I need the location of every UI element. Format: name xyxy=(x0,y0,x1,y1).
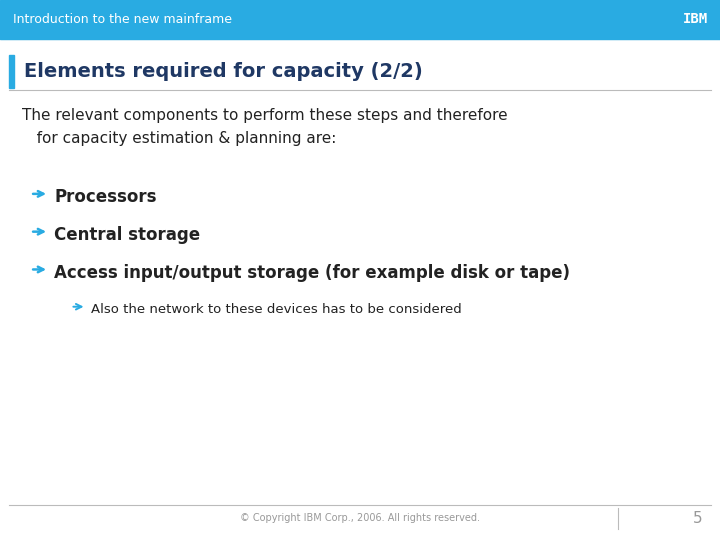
Text: for capacity estimation & planning are:: for capacity estimation & planning are: xyxy=(22,131,336,146)
Bar xyxy=(0,0,720,39)
Text: Also the network to these devices has to be considered: Also the network to these devices has to… xyxy=(91,303,462,316)
Text: The relevant components to perform these steps and therefore: The relevant components to perform these… xyxy=(22,108,507,123)
Text: Introduction to the new mainframe: Introduction to the new mainframe xyxy=(13,13,232,26)
Text: IBM: IBM xyxy=(683,12,708,26)
Text: 5: 5 xyxy=(693,511,702,526)
Text: Central storage: Central storage xyxy=(54,226,200,244)
Text: © Copyright IBM Corp., 2006. All rights reserved.: © Copyright IBM Corp., 2006. All rights … xyxy=(240,514,480,523)
Text: Access input/output storage (for example disk or tape): Access input/output storage (for example… xyxy=(54,264,570,282)
Bar xyxy=(9,55,14,88)
Text: Elements required for capacity (2/2): Elements required for capacity (2/2) xyxy=(24,62,423,81)
Text: Processors: Processors xyxy=(54,188,156,206)
